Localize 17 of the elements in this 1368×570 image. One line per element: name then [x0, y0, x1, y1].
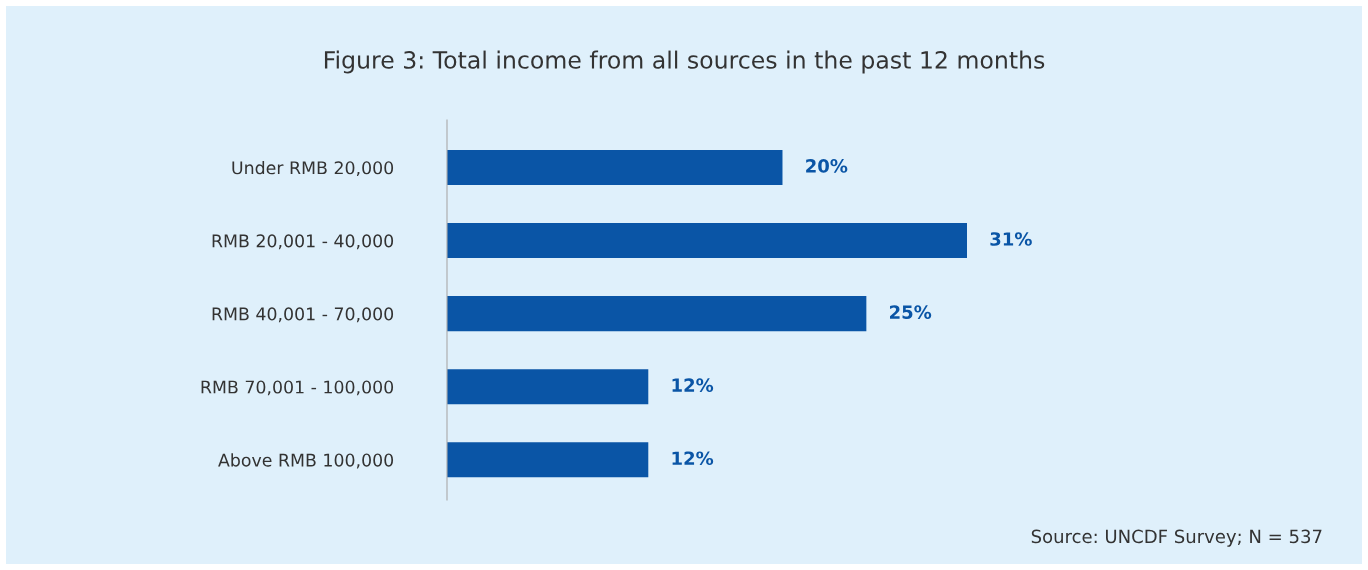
- source-note: Source: UNCDF Survey; N = 537: [1031, 529, 1322, 547]
- y-tick-label: RMB 70,001 - 100,000: [201, 380, 394, 396]
- bar: [447, 296, 867, 332]
- y-tick-label: RMB 40,001 - 70,000: [212, 307, 394, 323]
- y-tick-label: Under RMB 20,000: [232, 160, 394, 177]
- data-label: 12%: [672, 378, 714, 392]
- y-tick-label: RMB 20,001 - 40,000: [212, 234, 394, 250]
- bar: [447, 369, 649, 405]
- bar: [447, 149, 783, 186]
- y-tick-label: Above RMB 100,000: [218, 453, 394, 469]
- data-label: 31%: [990, 232, 1032, 246]
- data-label: 20%: [806, 159, 848, 173]
- bar: [447, 223, 967, 259]
- chart-title: Figure 3: Total income from all sources in the past 12 months: [324, 50, 1045, 74]
- bar: [447, 442, 649, 478]
- data-label: 25%: [890, 305, 932, 319]
- data-label: 12%: [672, 451, 714, 466]
